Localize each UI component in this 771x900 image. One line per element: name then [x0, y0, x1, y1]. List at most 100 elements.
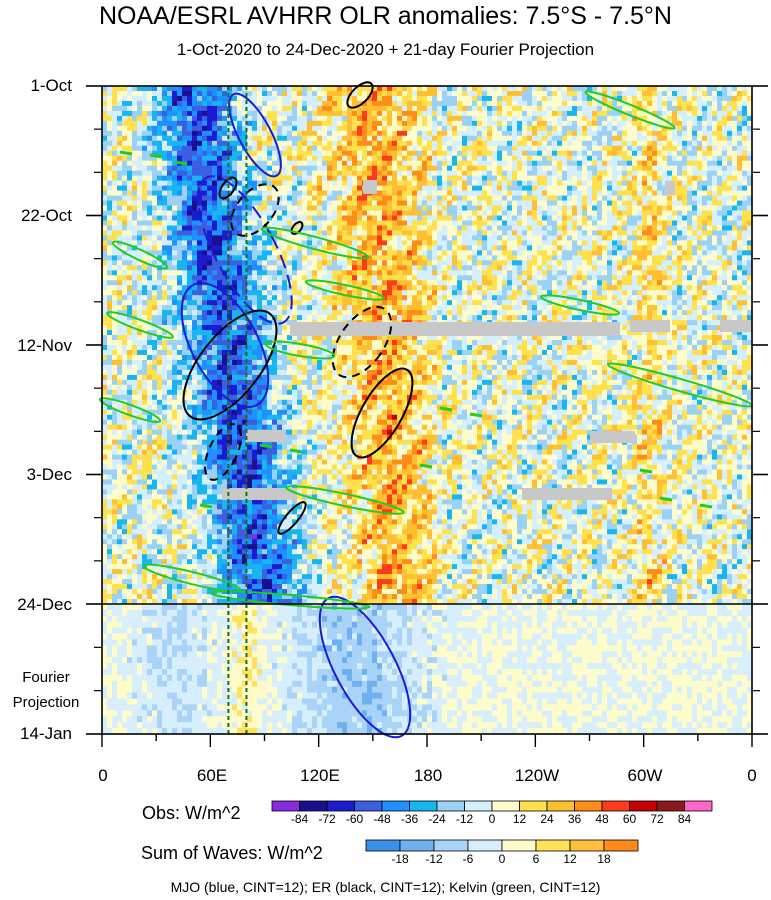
- obs-colorbar-label: 48: [595, 812, 609, 826]
- kelvin-contour: [639, 468, 653, 474]
- obs-colorbar-label: -36: [400, 812, 419, 826]
- kelvin-contour: [285, 485, 405, 515]
- x-tick-label: 60E: [196, 766, 228, 785]
- kelvin-contour: [111, 240, 169, 270]
- obs-colorbar-swatch: [409, 800, 438, 812]
- er-contour: [218, 176, 238, 200]
- missing-data-bar: [590, 431, 635, 443]
- kelvin-contour: [98, 397, 162, 423]
- missing-data-bar: [290, 322, 620, 336]
- y-tick-label: 22-Oct: [20, 206, 72, 225]
- obs-colorbar-swatch: [271, 800, 300, 812]
- obs-colorbar-label: 12: [512, 812, 527, 826]
- missing-data-bar: [363, 180, 377, 194]
- y-tick-label: 14-Jan: [20, 724, 72, 743]
- er-contour: [277, 501, 307, 535]
- waves-colorbar-title: Sum of Waves: W/m^2: [141, 843, 323, 863]
- y-tick-label: 12-Nov: [17, 336, 72, 355]
- kelvin-contour: [304, 279, 386, 301]
- kelvin-contour: [469, 412, 483, 418]
- x-tick-label: 180: [413, 766, 443, 785]
- obs-colorbar-label: -72: [318, 812, 336, 826]
- missing-data-bar: [665, 181, 675, 195]
- waves-colorbar-swatch: [399, 839, 435, 852]
- waves-colorbar-label: -12: [425, 852, 443, 866]
- waves-colorbar-label: 12: [563, 852, 577, 866]
- x-tick-label: 120W: [514, 766, 560, 785]
- obs-colorbar-swatch: [684, 800, 713, 812]
- kelvin-contour: [289, 448, 303, 454]
- waves-colorbar-swatch: [501, 839, 537, 852]
- obs-colorbar-label: -12: [455, 812, 474, 826]
- obs-colorbar-swatch: [601, 800, 630, 812]
- kelvin-contour: [119, 150, 133, 156]
- x-tick-label: 0: [747, 766, 757, 785]
- obs-colorbar-swatch: [381, 800, 410, 812]
- waves-colorbar-swatch: [433, 839, 469, 852]
- er-contour: [346, 81, 374, 109]
- kelvin-contour: [264, 340, 336, 360]
- kelvin-contour: [106, 311, 174, 339]
- obs-colorbar-label: 60: [622, 812, 637, 826]
- obs-colorbar-label: 36: [567, 812, 582, 826]
- kelvin-contour: [199, 503, 213, 509]
- waves-colorbar-swatch: [603, 839, 639, 852]
- kelvin-contour: [539, 294, 621, 316]
- obs-colorbar-swatch: [326, 800, 355, 812]
- obs-colorbar-label: 0: [488, 812, 496, 826]
- obs-colorbar-swatch: [546, 800, 575, 812]
- obs-colorbar-swatch: [491, 800, 520, 812]
- x-tick-label: 60W: [627, 766, 663, 785]
- kelvin-contour: [659, 496, 673, 502]
- mjo-contour: [228, 92, 282, 178]
- obs-colorbar-swatch: [436, 800, 465, 812]
- waves-colorbar-label: 18: [597, 852, 611, 866]
- er-contour: [350, 367, 414, 459]
- kelvin-contour: [439, 406, 453, 412]
- obs-colorbar-label: 72: [650, 812, 664, 826]
- kelvin-contour: [149, 153, 163, 159]
- missing-data-bar: [630, 320, 670, 332]
- obs-colorbar-title: Obs: W/m^2: [142, 803, 241, 823]
- kelvin-contour: [699, 503, 713, 509]
- er-contour: [290, 221, 304, 235]
- obs-colorbar-swatch: [354, 800, 383, 812]
- missing-data-bar: [246, 430, 286, 442]
- obs-colorbar-swatch: [464, 800, 493, 812]
- waves-colorbar-label: -18: [391, 852, 409, 866]
- y-tick-label: 3-Dec: [26, 465, 72, 484]
- er-contour: [182, 309, 278, 421]
- obs-colorbar-label: -24: [428, 812, 446, 826]
- obs-colorbar-swatch: [629, 800, 658, 812]
- waves-colorbar-label: 0: [498, 852, 506, 866]
- missing-data-bar: [522, 488, 612, 500]
- kelvin-contour: [142, 563, 242, 593]
- er-contour: [331, 305, 393, 379]
- obs-colorbar-label: 24: [540, 812, 554, 826]
- kelvin-contour: [174, 160, 188, 166]
- chart-title: NOAA/ESRL AVHRR OLR anomalies: 7.5°S - 7…: [99, 2, 672, 30]
- x-tick-label: 120E: [300, 766, 340, 785]
- legend-caption: MJO (blue, CINT=12); ER (black, CINT=12)…: [170, 879, 601, 895]
- waves-colorbar-swatch: [467, 839, 503, 852]
- chart-subtitle: 1-Oct-2020 to 24-Dec-2020 + 21-day Fouri…: [176, 40, 595, 59]
- obs-colorbar-swatch: [299, 800, 328, 812]
- obs-colorbar-swatch: [656, 800, 685, 812]
- obs-colorbar-label: -60: [345, 812, 364, 826]
- waves-colorbar-label: -6: [462, 852, 474, 866]
- projection-label-line2: Projection: [12, 694, 80, 711]
- x-tick-label: 0: [98, 766, 108, 785]
- missing-data-bar: [222, 488, 297, 500]
- missing-data-bar: [720, 320, 752, 332]
- projection-label-line1: Fourier: [22, 669, 70, 686]
- kelvin-contour: [260, 226, 370, 260]
- kelvin-contour: [584, 90, 676, 130]
- kelvin-contour: [419, 463, 433, 469]
- obs-colorbar-swatch: [519, 800, 548, 812]
- obs-colorbar-label: -84: [290, 812, 309, 826]
- waves-colorbar-swatch: [569, 839, 605, 852]
- er-contour: [230, 183, 280, 237]
- waves-colorbar-swatch: [535, 839, 571, 852]
- obs-colorbar-label: 84: [677, 812, 692, 826]
